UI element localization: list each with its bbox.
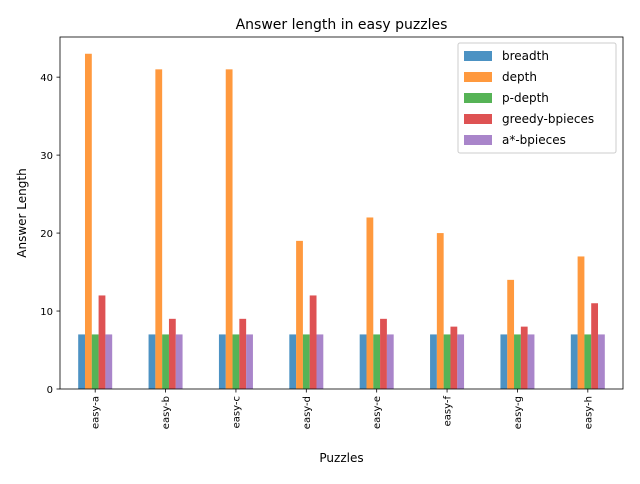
legend-swatch	[464, 51, 492, 61]
bar-depth-easy-b	[155, 69, 163, 389]
bar-depth-easy-g	[507, 279, 515, 389]
legend: breadth depth p-depth greedy-bpieces a*-bpie…	[457, 42, 617, 154]
bar-breadth-easy-a	[78, 334, 85, 389]
bar-depth-easy-d	[296, 240, 303, 389]
bar-breadth-easy-h	[570, 334, 578, 389]
plot-area: 0 10 20 30 40 easy-a easy-b easy-c easy-d easy-e e…	[40, 36, 624, 429]
bar-depth-easy-f	[436, 233, 444, 389]
bar-greedy-bpieces-easy-g	[520, 326, 528, 389]
x-tick-label: easy-h	[583, 396, 594, 429]
bar-p-depth-easy-b	[162, 334, 169, 389]
bar-a-bpieces-easy-a	[105, 334, 113, 389]
legend-label: depth	[502, 70, 537, 84]
y-tick-label: 10	[40, 307, 53, 318]
y-tick-label: 0	[47, 385, 53, 396]
legend-label: a*-bpieces	[502, 133, 566, 147]
x-tick-label: easy-c	[231, 396, 242, 428]
bar-depth-easy-a	[84, 53, 92, 389]
x-axis-label: Puzzles	[319, 451, 363, 465]
y-tick-label: 30	[40, 151, 53, 162]
bar-depth-easy-h	[577, 256, 585, 389]
bar-greedy-bpieces-easy-c	[239, 318, 247, 389]
bar-a-bpieces-easy-f	[457, 334, 465, 389]
x-tick-label: easy-e	[372, 396, 383, 429]
legend-box	[457, 42, 617, 154]
bar-p-depth-easy-h	[584, 334, 592, 389]
bar-a-bpieces-easy-c	[246, 334, 253, 389]
chart-title: Answer length in easy puzzles	[236, 17, 448, 33]
bar-p-depth-easy-e	[373, 334, 381, 389]
bar-a-bpieces-easy-b	[175, 334, 183, 389]
bar-greedy-bpieces-easy-b	[168, 318, 176, 389]
bar-breadth-easy-e	[359, 334, 367, 389]
bar-greedy-bpieces-easy-e	[380, 318, 387, 389]
legend-swatch	[464, 135, 492, 145]
bar-breadth-easy-f	[430, 334, 437, 389]
legend-label: greedy-bpieces	[502, 112, 594, 126]
bar-breadth-easy-d	[289, 334, 297, 389]
axes-frame	[59, 36, 624, 390]
bar-p-depth-easy-f	[443, 334, 451, 389]
x-tick-label: easy-a	[91, 396, 102, 429]
bar-breadth-easy-b	[148, 334, 156, 389]
x-tick-label: easy-g	[513, 396, 524, 429]
legend-label: p-depth	[502, 91, 549, 105]
x-tick-label: easy-b	[161, 396, 172, 429]
bar-depth-easy-e	[366, 217, 374, 389]
y-tick-label: 40	[40, 73, 53, 84]
x-tick-label: easy-d	[302, 396, 313, 429]
bar-a-bpieces-easy-d	[316, 334, 324, 389]
y-axis-label: Answer Length	[15, 168, 29, 257]
bar-breadth-easy-c	[218, 334, 226, 389]
x-tick-label: easy-f	[443, 396, 454, 427]
legend-swatch	[464, 93, 492, 103]
y-tick-label: 20	[40, 229, 53, 240]
bar-greedy-bpieces-easy-f	[450, 326, 458, 389]
bar-a-bpieces-easy-h	[598, 334, 605, 389]
bar-greedy-bpieces-easy-d	[309, 295, 317, 389]
legend-label: breadth	[502, 49, 549, 63]
bar-p-depth-easy-c	[232, 334, 240, 389]
bar-a-bpieces-easy-e	[386, 334, 394, 389]
bar-depth-easy-c	[225, 69, 233, 389]
bar-p-depth-easy-d	[302, 334, 310, 389]
bar-p-depth-easy-g	[514, 334, 521, 389]
bar-p-depth-easy-a	[91, 334, 99, 389]
bar-breadth-easy-g	[500, 334, 508, 389]
legend-swatch	[464, 72, 492, 82]
bar-greedy-bpieces-easy-h	[591, 303, 599, 389]
bar-greedy-bpieces-easy-a	[98, 295, 106, 389]
bar-a-bpieces-easy-g	[527, 334, 535, 389]
legend-swatch	[464, 114, 492, 124]
